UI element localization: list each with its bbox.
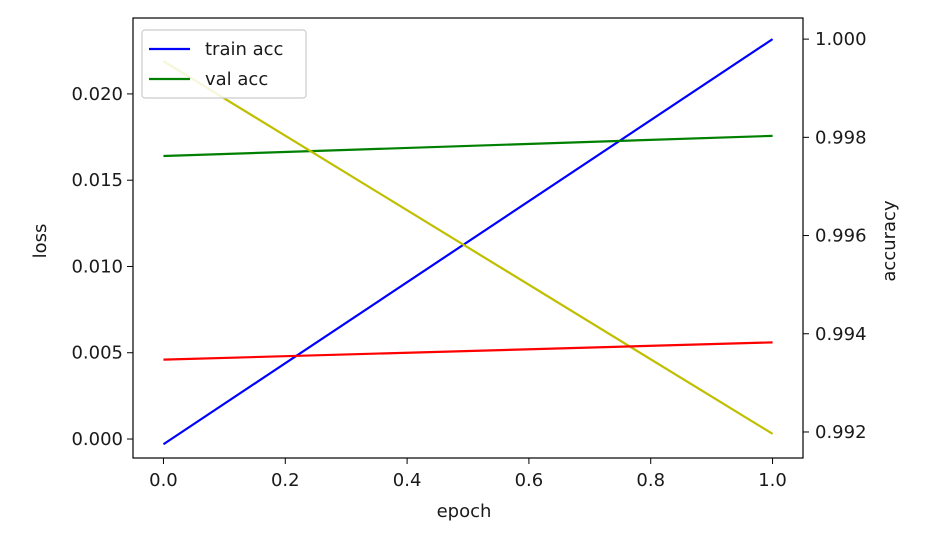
series-line-2: [162, 60, 774, 435]
y-left-tick-label: 0.000: [71, 429, 123, 450]
y-axis-right-title: accuracy: [879, 200, 900, 282]
series-line-1: [163, 134, 773, 158]
x-axis-title: epoch: [437, 501, 492, 522]
legend-label-train-acc: train acc: [205, 39, 283, 60]
x-tick-label: 0.8: [636, 470, 665, 491]
x-tick-label: 0.0: [149, 470, 178, 491]
x-tick-label: 1.0: [758, 470, 787, 491]
legend: train acc val acc: [141, 29, 307, 99]
plot-frame: [132, 17, 804, 459]
y-left-tick-label: 0.010: [71, 256, 123, 277]
plot-lines: [162, 38, 774, 446]
x-tick-label: 0.2: [271, 470, 300, 491]
y-left-tick-label: 0.015: [71, 170, 123, 191]
legend-label-val-acc: val acc: [205, 69, 268, 90]
y-axis-left: 0.000 0.005 0.010 0.015 0.020: [71, 84, 133, 450]
y-right-tick-label: 0.992: [815, 422, 867, 443]
y-right-tick-label: 1.000: [815, 29, 867, 50]
x-tick-label: 0.4: [393, 470, 422, 491]
y-left-tick-label: 0.005: [71, 343, 123, 364]
y-axis-right: 0.992 0.994 0.996 0.998 1.000: [803, 29, 867, 443]
series-line-3: [163, 341, 773, 361]
y-right-tick-label: 0.998: [815, 127, 867, 148]
x-axis: 0.0 0.2 0.4 0.6 0.8 1.0: [149, 458, 787, 491]
legend-box: [141, 29, 307, 99]
x-tick-label: 0.6: [515, 470, 544, 491]
y-right-tick-label: 0.994: [815, 324, 867, 345]
y-right-tick-label: 0.996: [815, 226, 867, 247]
y-left-tick-label: 0.020: [71, 84, 123, 105]
series-line-0: [162, 38, 774, 446]
y-axis-left-title: loss: [30, 224, 51, 259]
